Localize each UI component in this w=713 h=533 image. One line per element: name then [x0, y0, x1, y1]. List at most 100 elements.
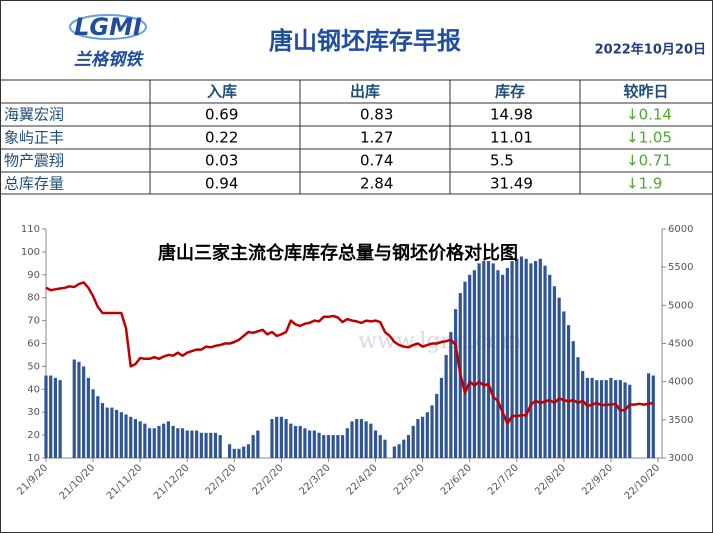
logo-text: LGMI [74, 13, 142, 41]
bar [482, 261, 486, 458]
price-line [45, 281, 654, 425]
row-name: 物产震翔 [4, 152, 64, 170]
bar [430, 405, 434, 458]
bar [595, 380, 599, 458]
y2-tick-label: 3000 [668, 453, 693, 464]
y2-tick-label: 4000 [668, 377, 693, 388]
bar [115, 409, 119, 458]
bar [397, 444, 401, 458]
bar [289, 423, 293, 458]
page-title: 唐山钢坯库存早报 [269, 27, 461, 55]
bar [166, 421, 170, 458]
bar [355, 419, 359, 458]
bar [618, 380, 622, 458]
bar [119, 412, 123, 458]
bar [599, 380, 604, 458]
y2-tick-label: 4500 [668, 339, 693, 350]
bar [411, 425, 415, 458]
bar [421, 416, 425, 458]
bar [340, 435, 345, 458]
row-name: 总库存量 [4, 175, 64, 193]
bar [138, 421, 142, 458]
bar [515, 258, 519, 458]
table-cell: 0.94 [205, 175, 238, 193]
table-cell: 0.74 [360, 152, 393, 170]
bar [72, 359, 76, 458]
bar [143, 423, 147, 458]
y-tick-label: 60 [27, 339, 40, 350]
y-tick-label: 90 [27, 270, 40, 281]
bar [646, 373, 651, 458]
bar [213, 432, 218, 458]
bar [364, 421, 368, 458]
bar [524, 258, 528, 458]
bar [204, 432, 208, 458]
bar [576, 357, 580, 458]
row-name: 象屿正丰 [4, 129, 64, 147]
bar [251, 435, 255, 458]
bar [298, 425, 302, 458]
bar [152, 428, 156, 458]
bar [562, 311, 566, 458]
bar [176, 428, 180, 458]
column-header: 较昨日 [623, 83, 668, 101]
bar [242, 446, 246, 458]
bar [100, 403, 105, 458]
table-cell: ↓1.9 [626, 175, 662, 193]
report-date: 2022年10月20日 [595, 42, 706, 58]
table-cell: 0.69 [205, 106, 238, 124]
y-tick-label: 70 [27, 316, 40, 327]
bar [322, 435, 326, 458]
bar [534, 261, 538, 458]
bar [604, 380, 608, 458]
bar [275, 416, 279, 458]
table-cell: 14.98 [490, 106, 533, 124]
bar [510, 261, 514, 458]
bar [256, 430, 260, 458]
bar [350, 421, 354, 458]
bar [609, 377, 613, 458]
table-cell: ↓0.71 [626, 152, 672, 170]
bar [463, 281, 467, 458]
bar [279, 416, 283, 458]
bar [406, 435, 411, 458]
bar [96, 396, 100, 458]
bar [124, 414, 128, 458]
bar [439, 377, 444, 458]
y2-tick-label: 6000 [668, 224, 693, 235]
bar [383, 439, 387, 458]
bar [425, 412, 429, 458]
y-tick-label: 30 [27, 407, 40, 418]
row-name: 海翼宏润 [4, 106, 64, 124]
bar [308, 430, 312, 458]
bar [402, 439, 406, 458]
table-cell: 0.83 [360, 106, 393, 124]
bar [44, 375, 48, 458]
bar [157, 425, 161, 458]
bar [505, 267, 509, 458]
bar [543, 265, 547, 458]
bar [416, 419, 420, 458]
bar [303, 428, 307, 458]
bar [53, 377, 58, 458]
table-cell: 31.49 [490, 175, 533, 193]
table-cell: ↓0.14 [626, 106, 672, 124]
y-tick-label: 40 [27, 384, 40, 395]
chart-title: 唐山三家主流仓库库存总量与钢坯价格对比图 [158, 242, 518, 264]
bar [501, 274, 505, 458]
bar [270, 419, 274, 458]
bar [538, 258, 542, 458]
bar [552, 286, 557, 458]
bar [557, 297, 561, 458]
bar [581, 370, 585, 458]
logo-caption: 兰格钢铁 [74, 50, 145, 70]
bar [199, 432, 203, 458]
y-tick-label: 80 [27, 293, 40, 304]
bar [623, 382, 627, 458]
bar [435, 393, 439, 458]
bar [218, 435, 222, 458]
bar [590, 377, 594, 458]
bar [614, 380, 618, 458]
bar [237, 448, 241, 458]
